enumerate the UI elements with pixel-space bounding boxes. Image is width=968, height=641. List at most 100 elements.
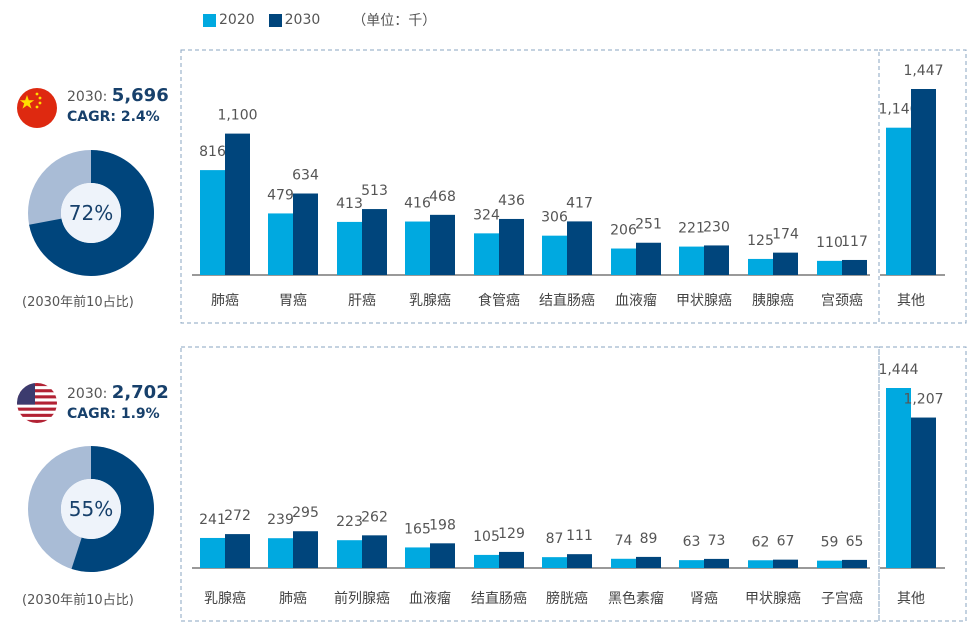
- usa-top10-frame: [180, 346, 880, 622]
- usa-value-label: 111: [566, 528, 593, 544]
- usa-bar-2020: [542, 557, 567, 568]
- china-category-label: 胃癌: [279, 293, 307, 309]
- china-bar-2020: [200, 170, 225, 275]
- usa-donut-hole: [61, 479, 121, 539]
- china-donut-hole: [61, 183, 121, 243]
- legend-item-2030: 2030: [268, 12, 321, 28]
- usa-bar-2030: [704, 558, 729, 568]
- china-bar-2020: [542, 235, 567, 275]
- usa-total: 2,702: [111, 382, 169, 403]
- usa-donut-label: 55%: [69, 497, 113, 521]
- china-bar-2020: [474, 233, 499, 275]
- legend: 2020 2030 （单位：千）: [203, 10, 436, 30]
- usa-value-label: 262: [361, 509, 388, 525]
- legend-label-2030: 2030: [284, 12, 321, 28]
- usa-value-label: 67: [777, 534, 795, 550]
- usa-category-label: 结直肠癌: [471, 590, 527, 607]
- usa-value-label: 239: [267, 512, 294, 528]
- usa-value-label: 295: [292, 505, 319, 521]
- china-category-label: 宫颈癌: [821, 293, 863, 309]
- legend-item-2020: 2020: [203, 12, 255, 28]
- china-value-label: 416: [404, 196, 431, 212]
- usa-value-label: 1,444: [878, 362, 918, 378]
- china-bar-2020: [817, 260, 842, 275]
- china-footnote: (2030年前10占比): [22, 295, 134, 310]
- legend-swatch-2020: [203, 13, 216, 27]
- usa-value-label: 129: [498, 526, 525, 542]
- usa-bar-2020: [886, 388, 911, 568]
- china-value-label: 251: [635, 217, 662, 233]
- china-bar-2020: [405, 221, 430, 275]
- usa-category-label: 乳腺癌: [204, 591, 246, 607]
- usa-value-label: 1,207: [903, 392, 943, 408]
- china-other-frame: [878, 49, 967, 324]
- usa-bar-2030: [842, 559, 867, 568]
- china-bar-2030: [911, 89, 936, 275]
- usa-bar-2030: [773, 559, 798, 568]
- china-total-prefix: 2030:: [67, 89, 112, 105]
- usa-value-label: 87: [546, 531, 564, 547]
- china-donut-label: 72%: [69, 201, 113, 225]
- usa-bar-2030: [911, 417, 936, 568]
- usa-donut-top10: [71, 446, 154, 572]
- usa-value-label: 241: [199, 512, 226, 528]
- china-bar-2020: [748, 258, 773, 275]
- china-cagr: CAGR: 2.4%: [67, 109, 160, 125]
- usa-category-label: 膀胱癌: [546, 590, 588, 607]
- china-donut-top10: [29, 150, 154, 276]
- china-value-label: 117: [841, 234, 868, 250]
- china-bar-2020: [886, 127, 911, 275]
- china-bar-2030: [362, 209, 387, 275]
- usa-bar-2020: [817, 560, 842, 568]
- usa-bar-2020: [268, 538, 293, 568]
- china-bar-2020: [679, 246, 704, 275]
- usa-bar-2030: [362, 535, 387, 568]
- china-bar-2030: [704, 245, 729, 275]
- usa-share-donut: 55%: [28, 446, 154, 572]
- china-bar-2030: [842, 259, 867, 275]
- china-value-label: 230: [703, 219, 730, 235]
- china-category-label: 血液瘤: [615, 292, 657, 309]
- usa-bar-2030: [225, 534, 250, 568]
- usa-flag-icon: [17, 383, 57, 423]
- china-value-label: 221: [678, 221, 705, 237]
- usa-bar-2030: [293, 531, 318, 568]
- usa-bar-2020: [405, 547, 430, 568]
- china-bar-2030: [430, 214, 455, 275]
- usa-value-label: 62: [752, 534, 770, 550]
- usa-category-label: 黑色素瘤: [608, 590, 664, 607]
- china-value-label: 125: [747, 233, 774, 249]
- china-value-label: 324: [473, 207, 500, 223]
- china-total: 5,696: [111, 85, 169, 106]
- china-value-label: 413: [336, 196, 363, 212]
- usa-value-label: 65: [846, 534, 864, 550]
- china-value-label: 816: [199, 144, 226, 160]
- usa-category-label: 肾癌: [690, 591, 718, 607]
- china-category-label: 乳腺癌: [409, 293, 451, 309]
- usa-value-label: 223: [336, 514, 363, 530]
- usa-total-prefix: 2030:: [67, 386, 112, 402]
- china-category-label: 甲状腺癌: [676, 293, 732, 309]
- china-value-label: 417: [566, 195, 593, 211]
- usa-value-label: 272: [224, 508, 251, 524]
- usa-footnote: (2030年前10占比): [22, 593, 134, 608]
- usa-cagr: CAGR: 1.9%: [67, 406, 160, 422]
- usa-value-label: 73: [708, 533, 726, 549]
- usa-category-label: 子宫癌: [821, 591, 863, 607]
- legend-swatch-2030: [268, 13, 282, 27]
- china-category-label: 肺癌: [211, 293, 239, 309]
- china-bar-2030: [499, 218, 524, 275]
- usa-bar-2020: [748, 560, 773, 568]
- usa-bar-chart: 241272乳腺癌239295肺癌223262前列腺癌165198血液瘤1051…: [180, 346, 967, 622]
- china-value-label: 110: [816, 235, 843, 251]
- usa-stat: 2030: 2,702 CAGR: 1.9%: [67, 383, 169, 424]
- usa-category-label: 前列腺癌: [334, 590, 390, 607]
- usa-bar-2030: [430, 543, 455, 568]
- usa-value-label: 59: [821, 535, 839, 551]
- usa-value-label: 63: [683, 534, 701, 550]
- china-value-label: 174: [772, 227, 799, 243]
- china-bar-2030: [567, 221, 592, 275]
- china-category-label: 肝癌: [348, 293, 376, 309]
- china-value-label: 306: [541, 210, 568, 226]
